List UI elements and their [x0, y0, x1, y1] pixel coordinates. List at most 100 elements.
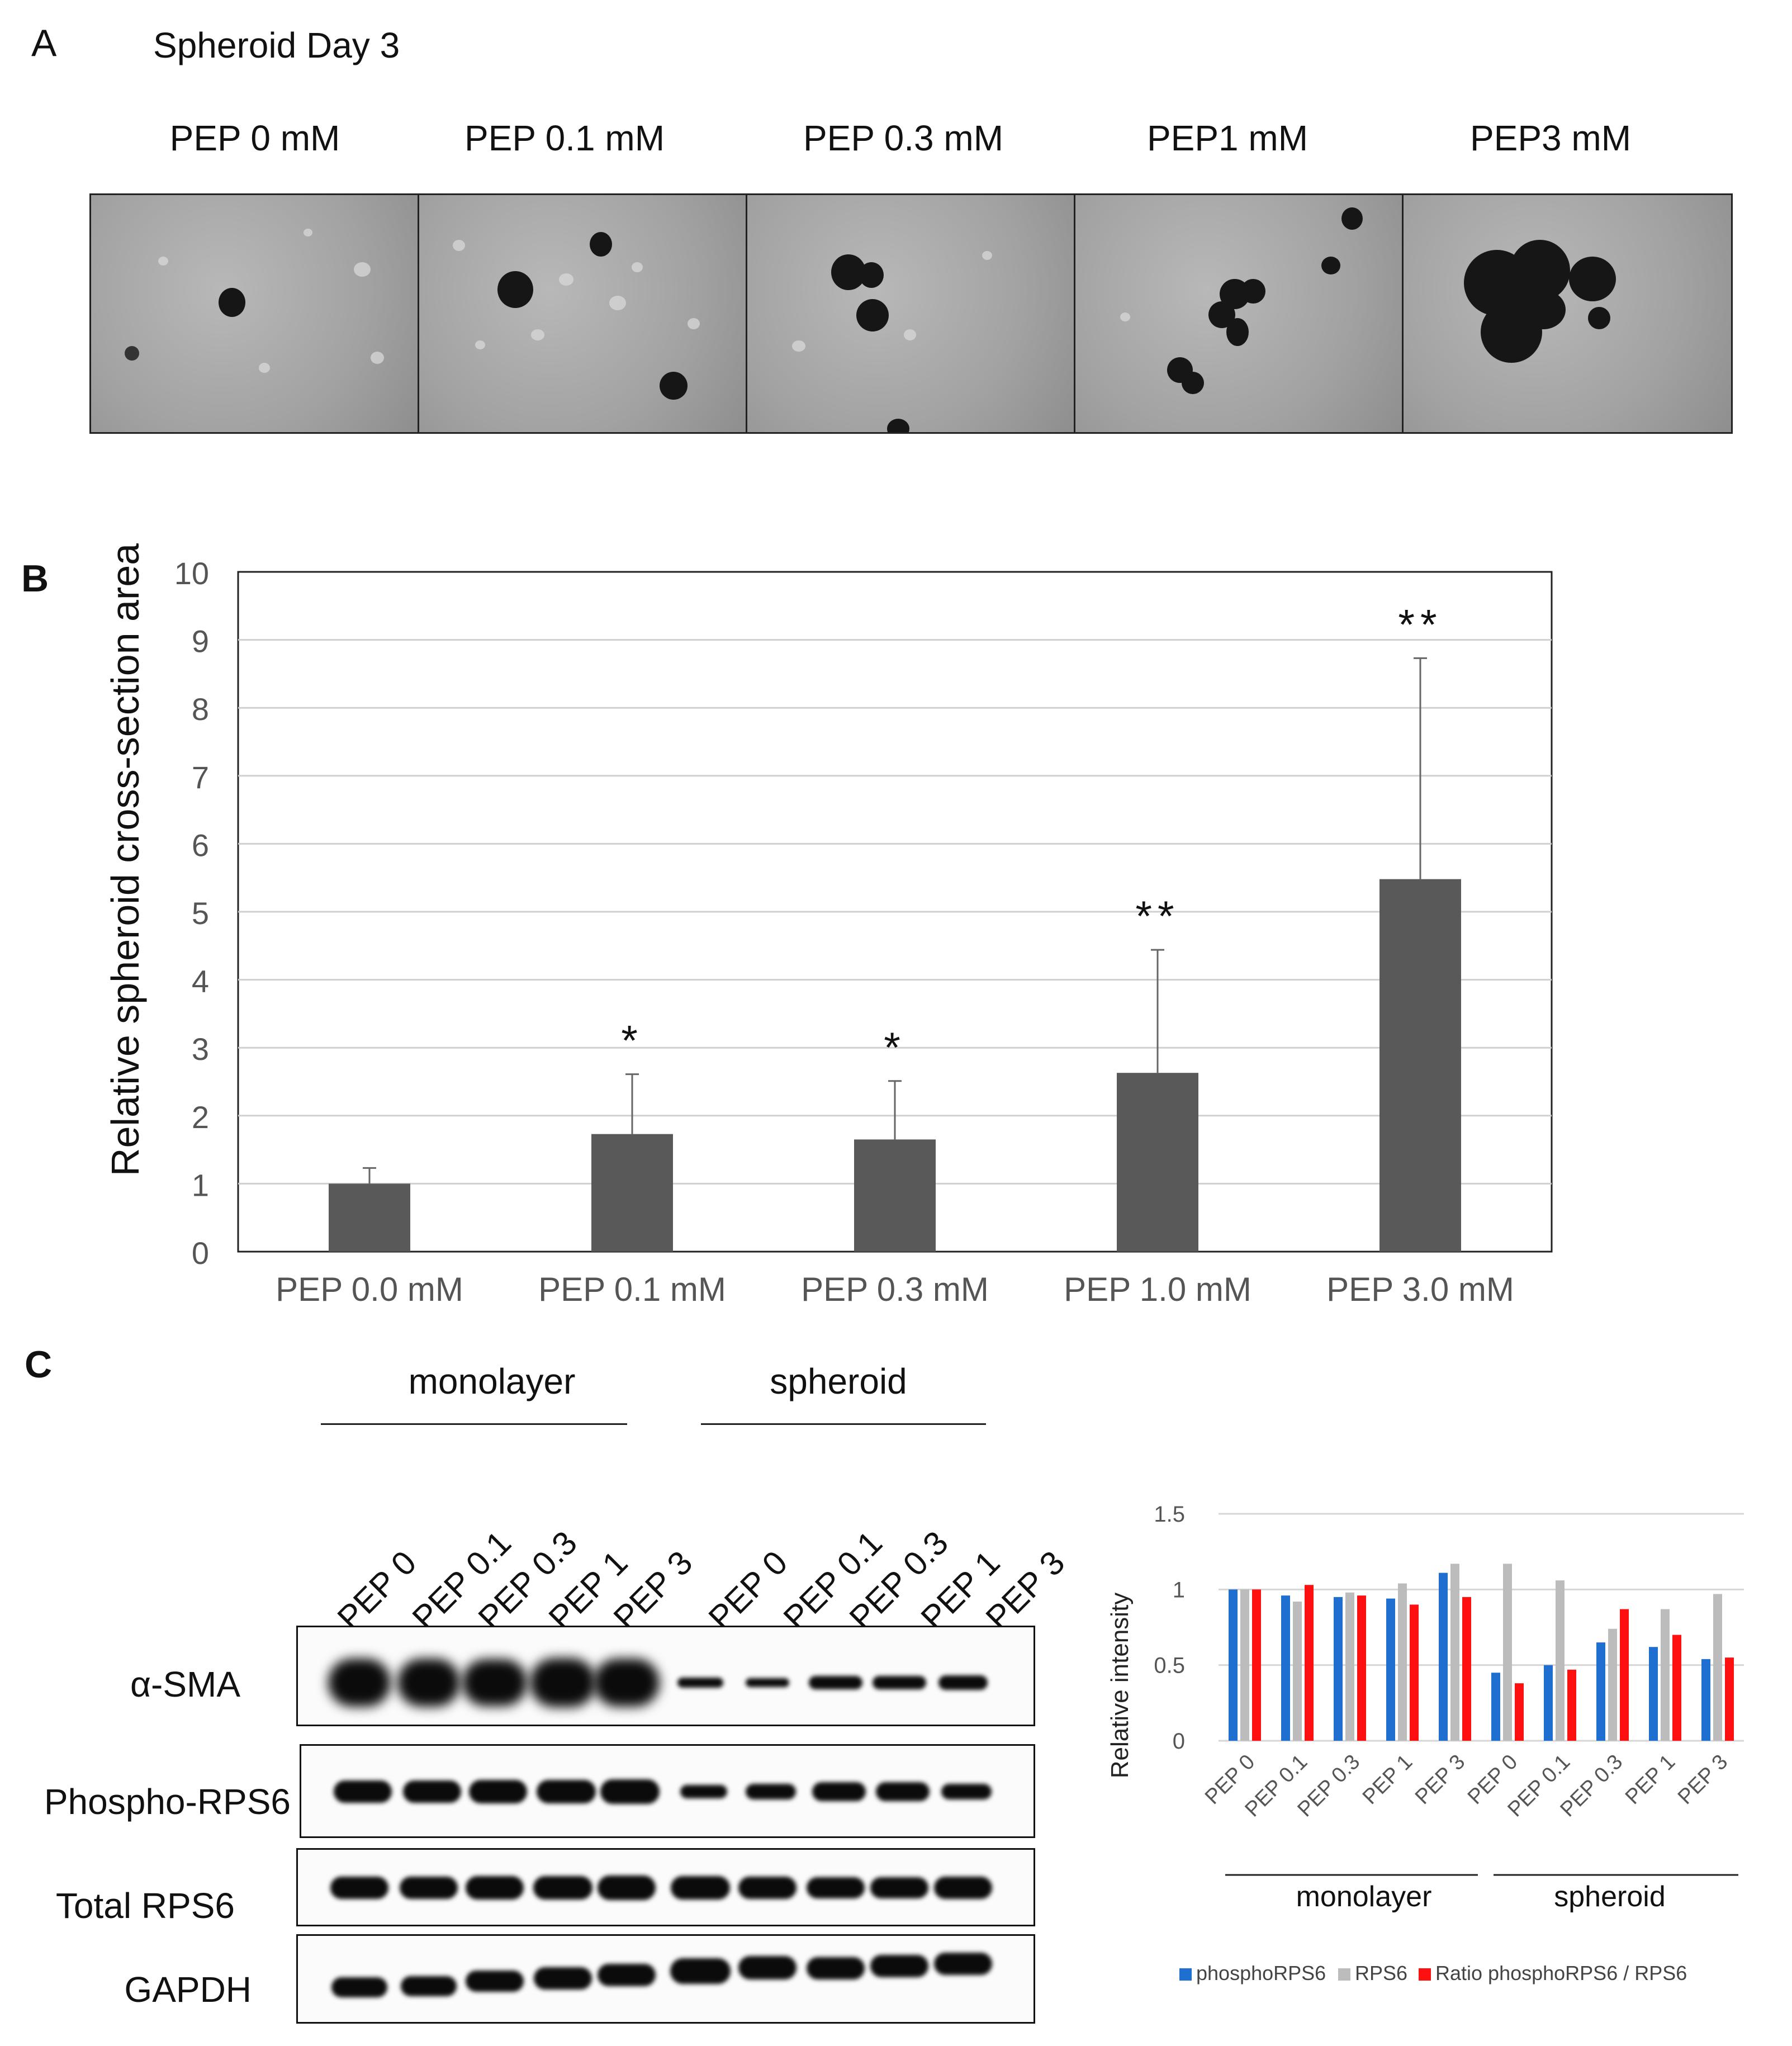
- bar: [1293, 1601, 1302, 1741]
- bar: [854, 1139, 936, 1252]
- bar: [1661, 1609, 1670, 1741]
- y-tick-label: 8: [192, 692, 209, 727]
- y-tick-label: 0: [1173, 1729, 1185, 1754]
- bar: [1713, 1594, 1722, 1741]
- bar: [329, 1183, 410, 1252]
- bar: [591, 1134, 673, 1252]
- blot-band: [807, 1957, 865, 1979]
- blot-gapdh: [296, 1934, 1035, 2024]
- bar: [1725, 1657, 1734, 1741]
- group-label-monolayer: monolayer: [1296, 1881, 1432, 1913]
- bar: [1701, 1659, 1710, 1741]
- bar: [1649, 1647, 1658, 1741]
- group-label-spheroid: spheroid: [770, 1361, 907, 1401]
- micrograph-pep-1: [1074, 193, 1404, 434]
- blot-band: [469, 1780, 527, 1803]
- bar: [1379, 879, 1461, 1252]
- bar: [1410, 1604, 1419, 1741]
- x-tick-label: PEP 1: [1621, 1750, 1680, 1809]
- legend-label: Ratio phosphoRPS6 / RPS6: [1435, 1962, 1687, 1985]
- blot-row-label-gapdh: GAPDH: [124, 1969, 252, 2010]
- significance-marker: **: [1398, 601, 1442, 648]
- y-axis-label: Relative intensity: [1106, 1593, 1134, 1779]
- blot-band: [870, 1877, 928, 1898]
- bar: [1567, 1669, 1576, 1741]
- blot-band: [738, 1956, 797, 1979]
- legend-label: phosphoRPS6: [1196, 1962, 1326, 1985]
- blot-band: [598, 1964, 656, 1986]
- x-tick-label: PEP 0.3 mM: [801, 1271, 989, 1308]
- bar: [1398, 1583, 1407, 1741]
- condition-label-3: PEP1 mM: [1146, 118, 1309, 158]
- bar: [1672, 1635, 1681, 1741]
- y-tick-label: 9: [192, 624, 209, 659]
- blot-band: [401, 1976, 457, 1996]
- blot-band: [600, 1779, 660, 1804]
- y-tick-label: 3: [192, 1031, 209, 1067]
- blot-band: [746, 1678, 789, 1687]
- y-tick-label: 7: [192, 760, 209, 795]
- blot-band: [671, 1876, 730, 1900]
- blot-band: [466, 1971, 524, 1992]
- y-tick-label: 1.5: [1154, 1502, 1185, 1527]
- blot-band: [807, 1877, 865, 1898]
- lane-label: PEP 0: [330, 1543, 424, 1637]
- blot-band: [746, 1784, 796, 1799]
- group-rule-spheroid: [701, 1423, 986, 1425]
- blot-band: [462, 1659, 527, 1706]
- blot-asma: [296, 1626, 1035, 1726]
- legend-swatch: [1338, 1968, 1350, 1981]
- significance-marker: *: [884, 1024, 906, 1072]
- blot-band: [938, 1675, 988, 1690]
- y-tick-label: 1: [1173, 1578, 1185, 1602]
- bar: [1345, 1592, 1354, 1741]
- legend-label: RPS6: [1355, 1962, 1407, 1985]
- blot-row-label-phospho-rps6: Phospho-RPS6: [44, 1782, 291, 1822]
- blot-band: [873, 1676, 926, 1689]
- legend-swatch: [1179, 1968, 1192, 1981]
- bar: [1462, 1597, 1471, 1741]
- x-tick-label: PEP 3.0 mM: [1326, 1271, 1514, 1308]
- bar: [1252, 1589, 1261, 1741]
- group-label-spheroid: spheroid: [1554, 1881, 1665, 1913]
- group-label-monolayer: monolayer: [408, 1361, 576, 1401]
- blot-band: [330, 1877, 388, 1899]
- x-tick-label: PEP 3: [1411, 1750, 1469, 1809]
- blot-band: [400, 1877, 458, 1899]
- blot-band: [812, 1782, 866, 1801]
- blot-band: [397, 1659, 460, 1707]
- bar: [1240, 1589, 1249, 1741]
- bar: [1305, 1585, 1314, 1741]
- blot-band: [876, 1782, 930, 1801]
- bar: [1450, 1564, 1459, 1741]
- bar: [1334, 1597, 1343, 1741]
- bar: [1281, 1595, 1290, 1741]
- blot-band: [533, 1876, 592, 1900]
- blot-band: [534, 1967, 592, 1990]
- lane-label: PEP 0: [701, 1543, 795, 1637]
- significance-marker: **: [1135, 893, 1179, 940]
- micrograph-pep-0-3: [746, 193, 1075, 434]
- blot-total-rps6: [296, 1848, 1035, 1926]
- bar: [1439, 1573, 1448, 1741]
- y-tick-label: 1: [192, 1167, 209, 1202]
- blot-row-label-total-rps6: Total RPS6: [55, 1886, 235, 1926]
- x-tick-label: PEP 1.0 mM: [1064, 1271, 1251, 1308]
- blot-row-label-asma: α-SMA: [130, 1664, 240, 1704]
- condition-label-0: PEP 0 mM: [169, 118, 340, 158]
- bar: [1620, 1609, 1629, 1741]
- bar: [1503, 1564, 1512, 1741]
- x-tick-label: PEP 0.1 mM: [538, 1271, 726, 1308]
- blot-band: [466, 1876, 524, 1900]
- condition-label-4: PEP3 mM: [1469, 118, 1632, 158]
- bar: [1386, 1598, 1395, 1741]
- blot-band: [331, 1977, 387, 1997]
- blot-band: [941, 1784, 992, 1799]
- y-tick-label: 0.5: [1154, 1654, 1185, 1678]
- chart-spheroid-area: Relative spheroid cross-section area 0 1 2…: [103, 543, 1553, 1308]
- y-axis-label: Relative spheroid cross-section area: [103, 543, 147, 1176]
- blot-band: [598, 1876, 656, 1900]
- panel-letter-b: B: [21, 557, 49, 600]
- blot-band: [870, 1955, 928, 1977]
- y-tick-label: 6: [192, 827, 209, 863]
